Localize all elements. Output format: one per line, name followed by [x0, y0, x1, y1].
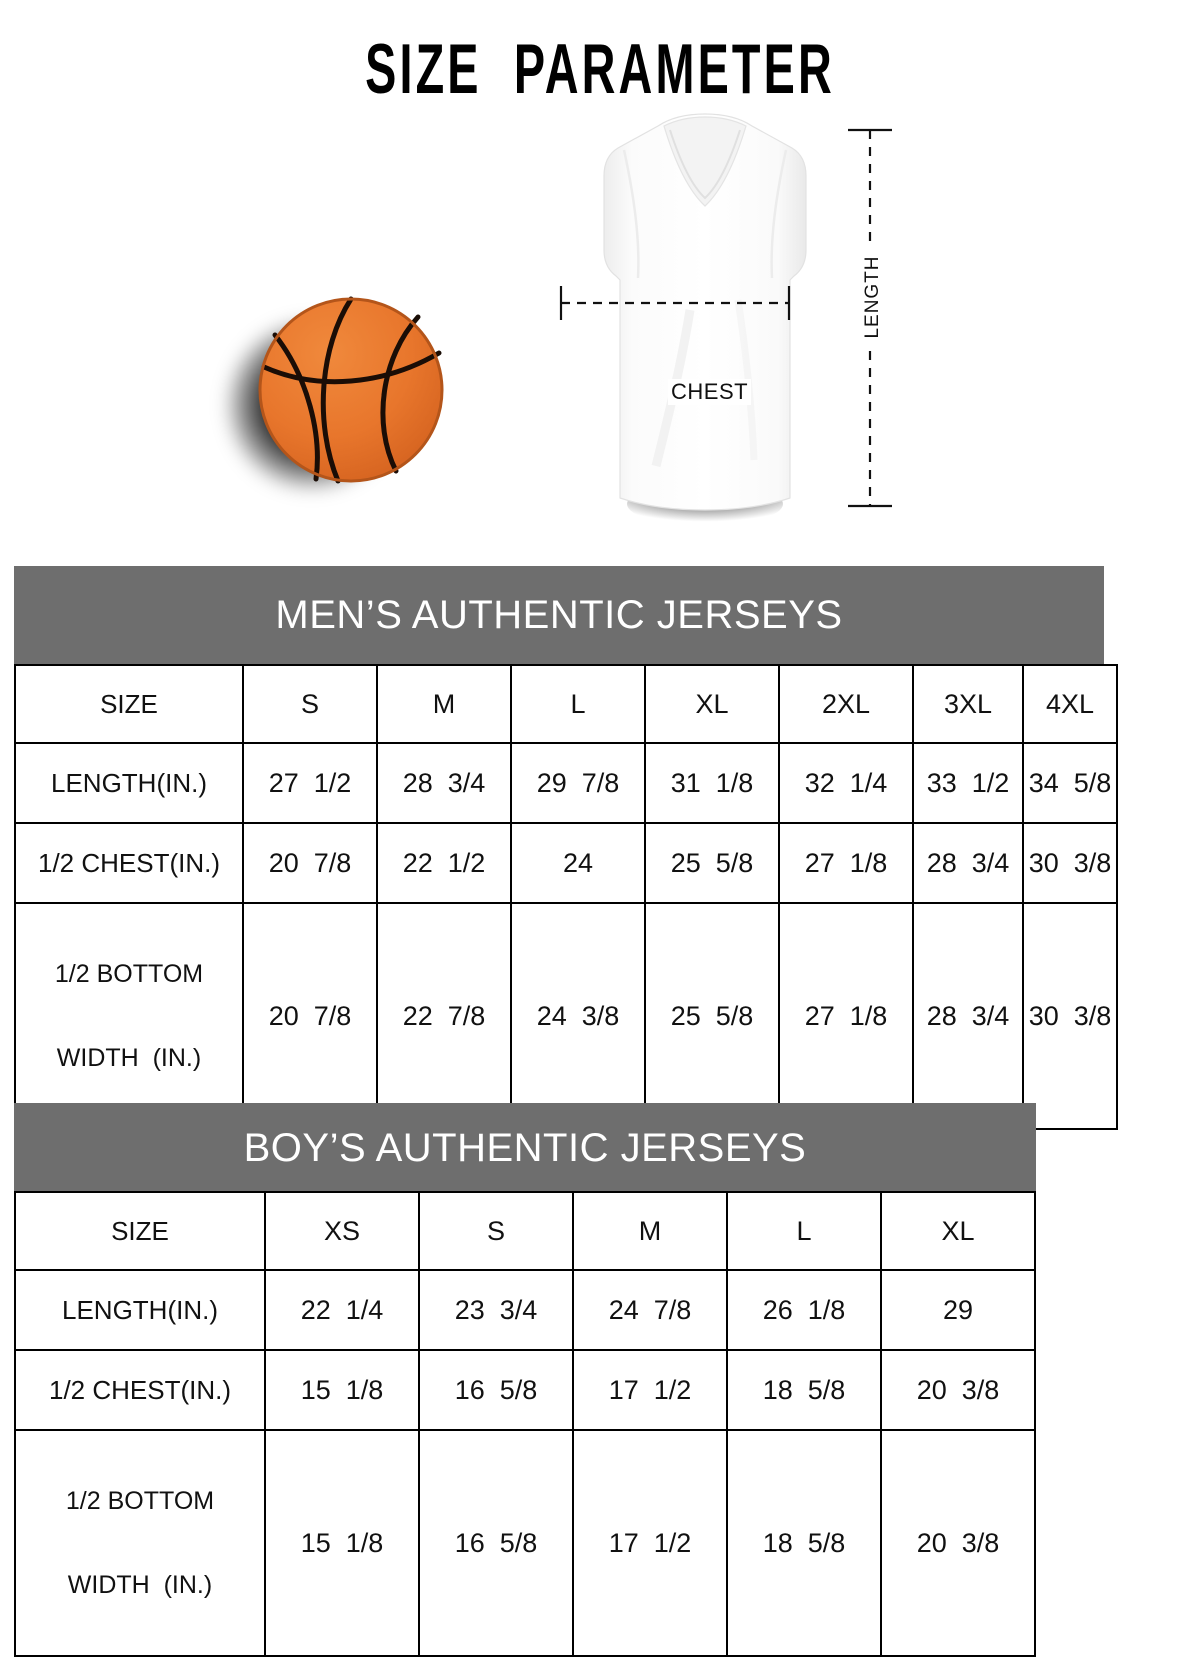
column-header-size: SIZE	[14, 664, 244, 744]
boys-table-title: BOY’S AUTHENTIC JERSEYS	[14, 1103, 1036, 1191]
row-label-line-1: 1/2 BOTTOM	[65, 1487, 215, 1515]
table-row: 1/2 CHEST(IN.) 15 1/8 16 5/8 17 1/2 18 5…	[14, 1349, 1036, 1431]
cell-chest-l: 18 5/8	[726, 1349, 882, 1431]
cell-length-l: 26 1/8	[726, 1269, 882, 1351]
row-label-length: LENGTH(IN.)	[14, 1269, 266, 1351]
row-label-line-2: WIDTH (IN.)	[67, 1571, 213, 1599]
column-header-size: SIZE	[14, 1191, 266, 1271]
row-label-line-2: WIDTH (IN.)	[56, 1044, 202, 1072]
table-row: 1/2 CHEST(IN.) 20 7/8 22 1/2 24 25 5/8 2…	[14, 822, 1118, 904]
length-dimension-label: LENGTH	[860, 248, 886, 346]
column-header-m: M	[376, 664, 512, 744]
cell-chest-l: 24	[510, 822, 646, 904]
row-label-half-chest: 1/2 CHEST(IN.)	[14, 822, 244, 904]
table-row: LENGTH(IN.) 27 1/2 28 3/4 29 7/8 31 1/8 …	[14, 742, 1118, 824]
cell-chest-xl: 25 5/8	[644, 822, 780, 904]
mens-table-title: MEN’S AUTHENTIC JERSEYS	[14, 566, 1104, 664]
cell-bottom-xl: 25 5/8	[644, 902, 780, 1130]
cell-bottom-xs: 15 1/8	[264, 1429, 420, 1657]
length-dimension: LENGTH	[840, 124, 900, 524]
column-header-xl: XL	[644, 664, 780, 744]
column-header-xl: XL	[880, 1191, 1036, 1271]
cell-bottom-m: 17 1/2	[572, 1429, 728, 1657]
cell-chest-s: 20 7/8	[242, 822, 378, 904]
table-row: 1/2 BOTTOM WIDTH (IN.) 15 1/8 16 5/8 17 …	[14, 1429, 1036, 1657]
cell-length-3xl: 33 1/2	[912, 742, 1024, 824]
cell-bottom-m: 22 7/8	[376, 902, 512, 1130]
page-title: SIZE PARAMETER	[365, 29, 835, 109]
cell-chest-2xl: 27 1/8	[778, 822, 914, 904]
column-header-3xl: 3XL	[912, 664, 1024, 744]
row-label-length: LENGTH(IN.)	[14, 742, 244, 824]
cell-chest-3xl: 28 3/4	[912, 822, 1024, 904]
chest-dimension-label: CHEST	[668, 379, 752, 405]
cell-bottom-2xl: 27 1/8	[778, 902, 914, 1130]
cell-chest-4xl: 30 3/8	[1022, 822, 1118, 904]
cell-length-s: 27 1/2	[242, 742, 378, 824]
cell-length-xl: 31 1/8	[644, 742, 780, 824]
mens-size-table: SIZE S M L XL 2XL 3XL 4XL LENGTH(IN.) 27…	[14, 664, 1118, 1130]
table-row: LENGTH(IN.) 22 1/4 23 3/4 24 7/8 26 1/8 …	[14, 1269, 1036, 1351]
column-header-s: S	[418, 1191, 574, 1271]
cell-bottom-4xl: 30 3/8	[1022, 902, 1118, 1130]
mens-size-chart: MEN’S AUTHENTIC JERSEYS SIZE S M L XL 2X…	[14, 566, 1118, 1130]
cell-bottom-l: 24 3/8	[510, 902, 646, 1130]
cell-length-l: 29 7/8	[510, 742, 646, 824]
jersey-icon	[559, 113, 807, 526]
cell-bottom-xl: 20 3/8	[880, 1429, 1036, 1657]
basketball-icon	[258, 296, 444, 484]
table-row: 1/2 BOTTOM WIDTH (IN.) 20 7/8 22 7/8 24 …	[14, 902, 1118, 1130]
basketball-illustration	[218, 275, 478, 525]
boys-size-table: SIZE XS S M L XL LENGTH(IN.) 22 1/4 23 3…	[14, 1191, 1036, 1657]
cell-chest-m: 22 1/2	[376, 822, 512, 904]
cell-length-xs: 22 1/4	[264, 1269, 420, 1351]
boys-size-chart: BOY’S AUTHENTIC JERSEYS SIZE XS S M L XL…	[14, 1103, 1036, 1657]
column-header-4xl: 4XL	[1022, 664, 1118, 744]
cell-length-4xl: 34 5/8	[1022, 742, 1118, 824]
cell-bottom-l: 18 5/8	[726, 1429, 882, 1657]
row-label-half-chest: 1/2 CHEST(IN.)	[14, 1349, 266, 1431]
row-label-line-1: 1/2 BOTTOM	[54, 960, 204, 988]
column-header-l: L	[726, 1191, 882, 1271]
row-label-half-bottom-width: 1/2 BOTTOM WIDTH (IN.)	[14, 902, 244, 1130]
column-header-s: S	[242, 664, 378, 744]
column-header-l: L	[510, 664, 646, 744]
cell-length-xl: 29	[880, 1269, 1036, 1351]
cell-length-m: 28 3/4	[376, 742, 512, 824]
cell-length-m: 24 7/8	[572, 1269, 728, 1351]
table-row: SIZE XS S M L XL	[14, 1191, 1036, 1271]
cell-length-s: 23 3/4	[418, 1269, 574, 1351]
cell-bottom-s: 16 5/8	[418, 1429, 574, 1657]
cell-length-2xl: 32 1/4	[778, 742, 914, 824]
cell-bottom-3xl: 28 3/4	[912, 902, 1024, 1130]
cell-chest-xl: 20 3/8	[880, 1349, 1036, 1431]
cell-bottom-s: 20 7/8	[242, 902, 378, 1130]
illustration-band: CHEST LENGTH	[0, 110, 1200, 540]
column-header-2xl: 2XL	[778, 664, 914, 744]
table-row: SIZE S M L XL 2XL 3XL 4XL	[14, 664, 1118, 744]
jersey-illustration: CHEST	[540, 110, 870, 540]
cell-chest-m: 17 1/2	[572, 1349, 728, 1431]
column-header-m: M	[572, 1191, 728, 1271]
cell-chest-s: 16 5/8	[418, 1349, 574, 1431]
cell-chest-xs: 15 1/8	[264, 1349, 420, 1431]
column-header-xs: XS	[264, 1191, 420, 1271]
row-label-half-bottom-width: 1/2 BOTTOM WIDTH (IN.)	[14, 1429, 266, 1657]
